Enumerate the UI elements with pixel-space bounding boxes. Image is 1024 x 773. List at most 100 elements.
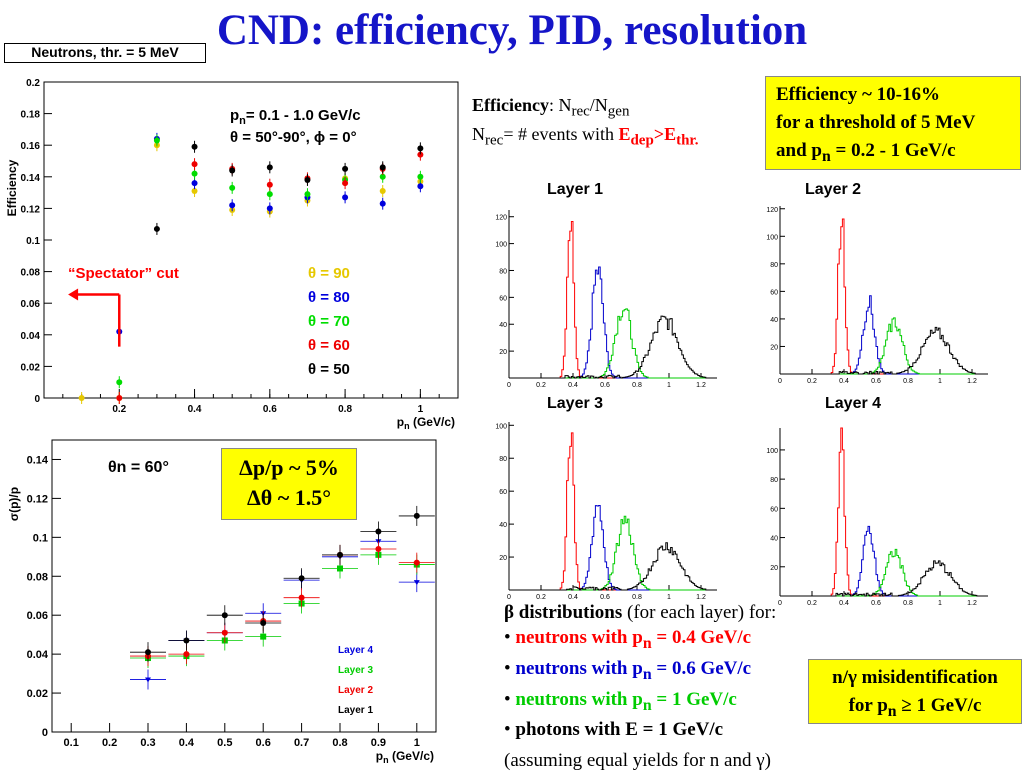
histogram-xtick-label: 0.6	[600, 594, 610, 601]
histogram-title: Layer 3	[547, 395, 603, 412]
resolution-point	[260, 633, 267, 640]
efficiency-ytick-label: 0.1	[26, 236, 40, 247]
resolution-point	[183, 637, 190, 644]
efficiency-ytick-label: 0.04	[21, 331, 41, 342]
histogram-xtick-label: 0	[507, 594, 511, 601]
histogram-series	[780, 560, 988, 597]
histogram-xtick-label: 0.8	[632, 594, 642, 601]
efficiency-point	[116, 395, 123, 401]
efficiency-point	[417, 173, 424, 180]
histogram-series	[509, 315, 717, 379]
histogram-ytick-label: 80	[499, 456, 507, 463]
histogram-series	[509, 308, 717, 379]
histogram-ytick-label: 20	[499, 555, 507, 562]
resolution-xtick-label: 0.4	[179, 737, 195, 749]
resolution-frame	[51, 439, 437, 733]
histogram-xtick-label: 0.4	[568, 382, 578, 389]
histogram-ytick-label: 100	[766, 234, 778, 241]
efficiency-xtick-label: 0.4	[188, 404, 202, 415]
histogram-xtick-label: 0.8	[632, 382, 642, 389]
efficiency-point	[379, 173, 386, 180]
efficiency-point	[229, 184, 236, 191]
efficiency-ytick-label: 0.12	[21, 204, 41, 215]
resolution-xtick-label: 0.2	[102, 737, 117, 749]
histogram-ytick-label: 80	[770, 262, 778, 269]
histogram-xtick-label: 0.4	[839, 600, 849, 606]
histogram-panel: Layer 4 20 40 60 80 100 0 0.2 0.4 0.6 0.8 1 1.2	[766, 395, 988, 606]
histogram-xtick-label: 1.2	[967, 600, 977, 606]
efficiency-point	[304, 191, 311, 198]
efficiency-ytick-label: 0	[34, 394, 40, 405]
efficiency-point	[191, 188, 198, 195]
efficiency-point	[342, 194, 349, 201]
resolution-point	[375, 546, 382, 553]
beta-note: (assuming equal yields for n and γ)	[504, 750, 771, 772]
efficiency-point	[191, 170, 198, 177]
histogram-xtick-label: 0.8	[903, 600, 913, 606]
resolution-xtick-label: 0.1	[64, 737, 79, 749]
histogram-series	[780, 525, 988, 597]
resolution-point	[221, 612, 228, 619]
resolution-ytick-label: 0.02	[27, 688, 48, 700]
histogram-ytick-label: 100	[495, 423, 507, 430]
histogram-xtick-label: 1.2	[696, 594, 706, 601]
resolution-point	[298, 575, 305, 582]
resolution-xtick-label: 0.9	[371, 737, 386, 749]
efficiency-annotation-angles: θ = 50°-90°, ϕ = 0°	[230, 129, 357, 146]
resolution-xtick-label: 0.6	[256, 737, 271, 749]
efficiency-ytick-label: 0.14	[21, 173, 41, 184]
efficiency-point	[266, 191, 273, 198]
histogram-title: Layer 1	[547, 181, 603, 198]
histogram-panel: Layer 3 20 40 60 80 100 0 0.2 0.4 0.6 0.8 1 1.2	[495, 395, 717, 601]
efficiency-xlabel: pn (GeV/c)	[397, 415, 455, 431]
histogram-series	[780, 295, 988, 375]
efficiency-point	[229, 167, 236, 174]
resolution-point	[413, 559, 420, 566]
efficiency-point	[342, 165, 349, 172]
efficiency-legend-entry: θ = 90	[308, 265, 350, 282]
resolution-point	[337, 551, 343, 558]
threshold-badge: Neutrons, thr. = 5 MeV	[4, 43, 206, 63]
resolution-summary-box: Δp/p ~ 5% Δθ ~ 1.5°	[221, 448, 357, 520]
histogram-xtick-label: 1	[667, 382, 671, 389]
resolution-chart: 0 0.02 0.04 0.06 0.08 0.1 0.12 0.14 0.1 0.2 0.3 0.4…	[7, 439, 437, 765]
efficiency-ytick-label: 0.18	[21, 110, 41, 121]
histogram-xtick-label: 1.2	[967, 378, 977, 385]
histogram-ytick-label: 100	[766, 448, 778, 455]
efficiency-summary-box: Efficiency ~ 10-16% for a threshold of 5…	[765, 76, 1021, 170]
resolution-ytick-label: 0	[42, 727, 48, 739]
resolution-legend-entry: Layer 4	[338, 645, 373, 656]
histogram-series	[509, 515, 717, 591]
histogram-ytick-label: 60	[499, 295, 507, 302]
histogram-ytick-label: 100	[495, 242, 507, 249]
efficiency-point	[417, 183, 424, 190]
histogram-xtick-label: 0.4	[839, 378, 849, 385]
beta-item: • neutrons with pn = 0.6 GeV/c	[504, 657, 752, 683]
resolution-point	[413, 580, 420, 586]
histogram-xtick-label: 0.6	[871, 600, 881, 606]
efficiency-point	[379, 188, 386, 195]
efficiency-point	[342, 180, 349, 187]
histogram-xtick-label: 0.2	[536, 382, 546, 389]
efficiency-point	[266, 181, 273, 188]
misidentification-box: n/γ misidentification for pn ≥ 1 GeV/c	[808, 659, 1022, 724]
efficiency-legend-entry: θ = 70	[308, 313, 350, 330]
efficiency-ytick-label: 0.16	[21, 141, 41, 152]
efficiency-point	[116, 379, 123, 386]
efficiency-point	[379, 200, 386, 207]
histogram-xtick-label: 0	[507, 382, 511, 389]
beta-item: • neutrons with pn = 1 GeV/c	[504, 688, 737, 714]
histogram-xtick-label: 0	[778, 600, 782, 606]
histogram-ytick-label: 120	[495, 215, 507, 222]
histogram-xtick-label: 0.4	[568, 594, 578, 601]
efficiency-point	[191, 180, 198, 187]
beta-item: • photons with E = 1 GeV/c	[504, 719, 724, 741]
efficiency-xtick-label: 0.8	[338, 404, 352, 415]
resolution-point	[375, 528, 382, 535]
histogram-ytick-label: 60	[770, 289, 778, 296]
efficiency-point	[78, 395, 85, 401]
resolution-momentum: Δp/p ~ 5%	[239, 455, 339, 480]
efficiency-xtick-label: 0.2	[112, 404, 126, 415]
histogram-ytick-label: 60	[770, 506, 778, 513]
